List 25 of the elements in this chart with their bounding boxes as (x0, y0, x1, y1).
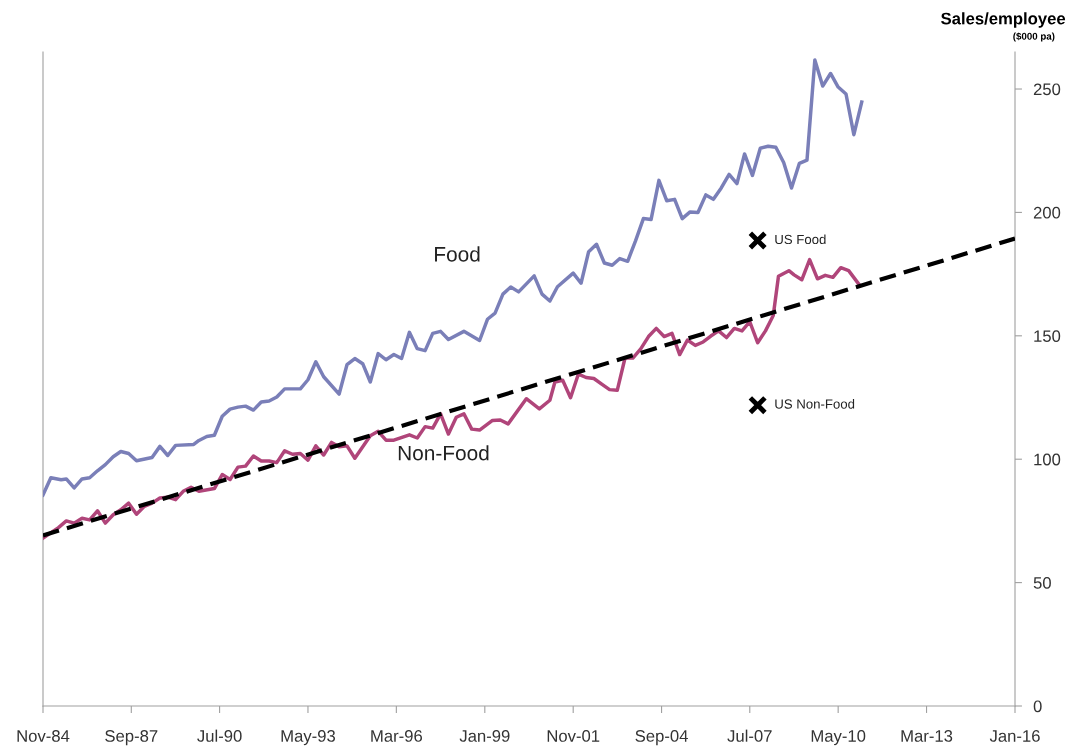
x-tick-label: Jan-16 (989, 730, 1040, 742)
y-tick-label: 200 (1033, 206, 1061, 219)
x-tick-label: Jul-07 (727, 729, 772, 742)
x-tick-label: May-10 (811, 730, 866, 746)
x-tick-label: Mar-96 (371, 730, 423, 742)
y-tick-label: 250 (1033, 83, 1061, 96)
y-axis-title: Sales/employee (941, 12, 1066, 28)
y-tick-label: 50 (1033, 577, 1051, 589)
text: ($000 pa) (1013, 32, 1055, 42)
y-tick-label: 0 (1033, 700, 1042, 713)
series-label: Non-Food (398, 445, 489, 461)
x-tick-label: May-93 (281, 730, 336, 746)
x-tick-label: Sep-04 (635, 730, 688, 746)
x-tick-label: Jul-90 (197, 729, 242, 742)
x-tick-label: Jan-99 (459, 730, 510, 742)
y-tick-label: 150 (1034, 330, 1061, 343)
x-tick-label: Sep-87 (105, 730, 158, 746)
y-tick-label: 100 (1034, 453, 1061, 466)
series-label: Food (435, 246, 480, 262)
series-label: US Food (775, 234, 826, 245)
series-label: US Non-Food (775, 399, 855, 409)
x-tick-label: Nov-84 (17, 730, 70, 742)
x-tick-label: Nov-01 (547, 730, 600, 742)
line-series (43, 58, 864, 497)
x-tick-label: Mar-13 (901, 730, 953, 742)
